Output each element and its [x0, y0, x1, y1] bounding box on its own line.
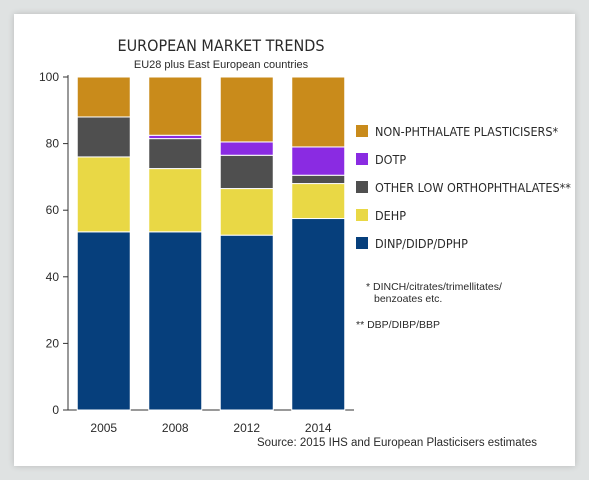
x-tick-label: 2012	[233, 421, 260, 435]
y-tick-label: 0	[52, 403, 59, 417]
footnote: benzoates etc.	[374, 293, 442, 305]
bar-segment	[148, 76, 203, 136]
bar-segment	[291, 76, 346, 148]
bar-segment	[219, 76, 274, 143]
bar-segment	[291, 146, 346, 176]
footnote: * DINCH/citrates/trimellitates/	[366, 281, 502, 293]
bar-segment	[148, 138, 203, 170]
bar-segment	[219, 188, 274, 236]
legend-label: DOTP	[375, 152, 406, 167]
legend-label: NON-PHTHALATE PLASTICISERS*	[375, 124, 559, 139]
y-tick-label: 60	[46, 203, 60, 217]
bar-segment	[219, 141, 274, 156]
footnote: ** DBP/DIBP/BBP	[356, 319, 440, 331]
legend-swatch	[356, 237, 368, 249]
x-tick-label: 2005	[90, 421, 117, 435]
y-tick-label: 80	[46, 137, 60, 151]
y-tick-label: 100	[39, 70, 59, 84]
x-tick-label: 2008	[162, 421, 189, 435]
legend-label: OTHER LOW ORTHOPHTHALATES**	[375, 180, 571, 195]
bar-segment	[76, 116, 131, 158]
chart-title: EUROPEAN MARKET TRENDS	[118, 36, 325, 55]
bar-segment	[148, 168, 203, 233]
bar-segment	[219, 234, 274, 411]
bar-segment	[76, 231, 131, 411]
bar-segment	[76, 76, 131, 118]
x-tick-label: 2014	[305, 421, 332, 435]
bar-segment	[291, 218, 346, 411]
legend-label: DINP/DIDP/DPHP	[375, 236, 468, 251]
chart-source: Source: 2015 IHS and European Plasticise…	[257, 437, 537, 449]
bar-segment	[291, 183, 346, 220]
chart-subtitle: EU28 plus East European countries	[134, 59, 309, 71]
legend-swatch	[356, 209, 368, 221]
bar-segment	[219, 154, 274, 190]
legend-swatch	[356, 125, 368, 137]
y-tick-label: 40	[46, 270, 60, 284]
legend-swatch	[356, 181, 368, 193]
legend-swatch	[356, 153, 368, 165]
bar-segment	[148, 231, 203, 411]
y-tick-label: 20	[46, 336, 60, 350]
bar-segment	[76, 156, 131, 233]
legend-label: DEHP	[375, 208, 406, 223]
bar-segment	[291, 174, 346, 185]
